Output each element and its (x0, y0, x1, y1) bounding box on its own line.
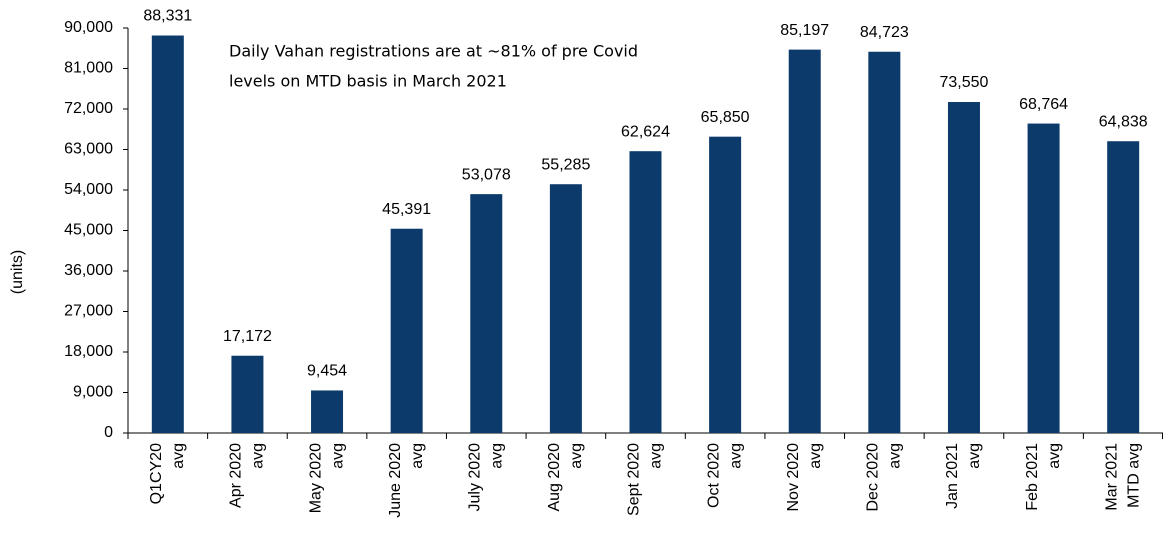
bar (868, 51, 901, 434)
x-tick-label: avg (488, 443, 505, 469)
x-tick-label: avg (727, 443, 744, 469)
value-label: 55,285 (541, 156, 590, 173)
x-tick-label: May 2020 (307, 443, 324, 513)
x-tick-label: avg (170, 443, 187, 469)
x-tick-label: July 2020 (466, 443, 483, 512)
value-label: 64,838 (1099, 113, 1148, 130)
y-tick-label: 72,000 (64, 100, 113, 117)
x-tick-label: avg (329, 443, 346, 469)
x-tick-label: Sept 2020 (626, 443, 643, 516)
bar (231, 355, 264, 433)
y-tick-label: 54,000 (64, 181, 113, 198)
value-label: 88,331 (143, 8, 192, 25)
x-tick-label: June 2020 (387, 443, 404, 518)
x-tick-label: Q1CY20 (148, 443, 165, 504)
x-tick-label: avg (887, 443, 904, 469)
value-label: 65,850 (701, 109, 750, 126)
annotation: levels on MTD basis in March 2021 (229, 72, 507, 91)
value-label: 85,197 (780, 22, 829, 39)
value-label: 84,723 (860, 24, 909, 41)
bar (947, 102, 980, 434)
x-tick-label: Apr 2020 (228, 443, 245, 508)
x-tick-label: Oct 2020 (705, 443, 722, 508)
bar (470, 194, 503, 433)
bar (151, 35, 184, 434)
x-tick-label: avg (250, 443, 267, 469)
x-tick-label: Dec 2020 (865, 443, 882, 512)
x-tick-label: avg (409, 443, 426, 469)
x-tick-label: avg (966, 443, 983, 469)
y-tick-label: 45,000 (64, 222, 113, 239)
x-tick-label: Feb 2021 (1024, 443, 1041, 511)
annotation: Daily Vahan registrations are at ~81% of… (229, 42, 638, 61)
bar (1027, 123, 1060, 433)
y-tick-label: 27,000 (64, 303, 113, 320)
x-tick-label: avg (568, 443, 585, 469)
y-tick-label: 81,000 (64, 60, 113, 77)
y-tick-label: 9,000 (73, 384, 113, 401)
y-tick-label: 90,000 (64, 19, 113, 36)
x-tick-label: avg (807, 443, 824, 469)
x-tick-label: Jan 2021 (944, 443, 961, 509)
y-tick-label: 18,000 (64, 343, 113, 360)
y-tick-label: 36,000 (64, 262, 113, 279)
y-tick-label: 63,000 (64, 141, 113, 158)
y-axis-label: (units) (9, 250, 26, 294)
bar (390, 228, 423, 433)
bar (549, 184, 582, 433)
x-tick-label: avg (1046, 443, 1063, 469)
bar (709, 136, 742, 434)
x-tick-label: MTD avg (1125, 443, 1142, 508)
value-label: 68,764 (1019, 96, 1068, 113)
bar (1107, 141, 1140, 433)
value-label: 62,624 (621, 123, 670, 140)
x-tick-label: avg (648, 443, 665, 469)
bar (788, 49, 821, 434)
value-label: 45,391 (382, 201, 431, 218)
x-tick-label: Mar 2021 (1103, 443, 1120, 511)
bar (629, 151, 662, 433)
x-tick-label: Nov 2020 (785, 443, 802, 512)
y-tick-label: 0 (104, 424, 113, 441)
value-label: 73,550 (939, 74, 988, 91)
bar (311, 390, 344, 433)
value-label: 53,078 (462, 166, 511, 183)
value-label: 9,454 (307, 363, 347, 380)
value-label: 17,172 (223, 328, 272, 345)
x-tick-label: Aug 2020 (546, 443, 563, 512)
